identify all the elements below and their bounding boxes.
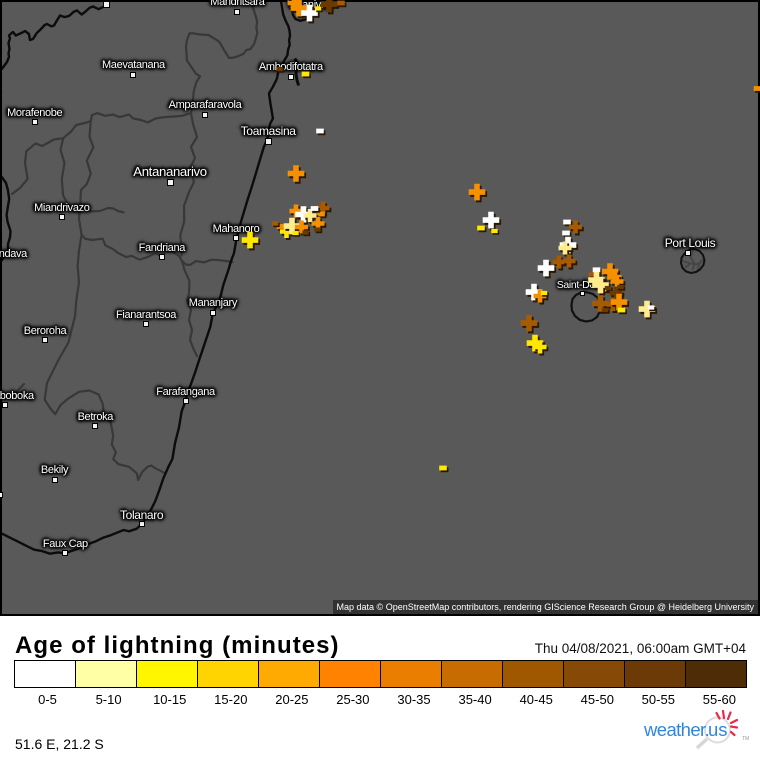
svg-text:weather.: weather. xyxy=(643,719,709,740)
svg-text:TM: TM xyxy=(742,736,749,742)
svg-text:us: us xyxy=(708,719,728,740)
